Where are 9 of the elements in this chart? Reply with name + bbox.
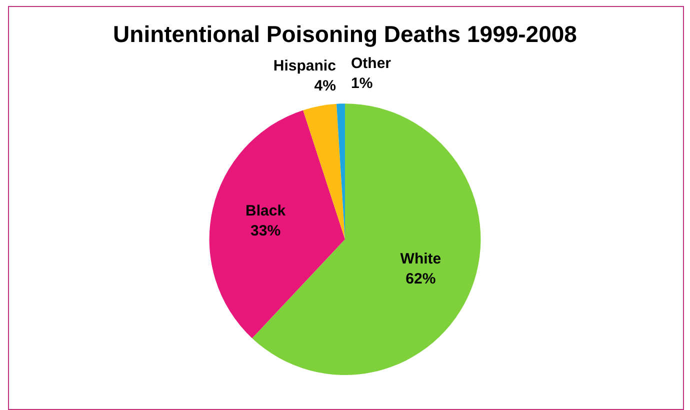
slice-label: Other [351,54,392,72]
data-label: 1% [351,74,373,92]
slice-label: Hispanic [273,58,336,75]
chart-title: Unintentional Poisoning Deaths 1999-2008 [113,21,578,48]
slice-label: Black [246,202,286,220]
data-label: 4% [314,78,336,95]
slice-label: White [400,250,442,268]
data-label: 33% [250,222,281,240]
data-label: 62% [406,270,436,288]
